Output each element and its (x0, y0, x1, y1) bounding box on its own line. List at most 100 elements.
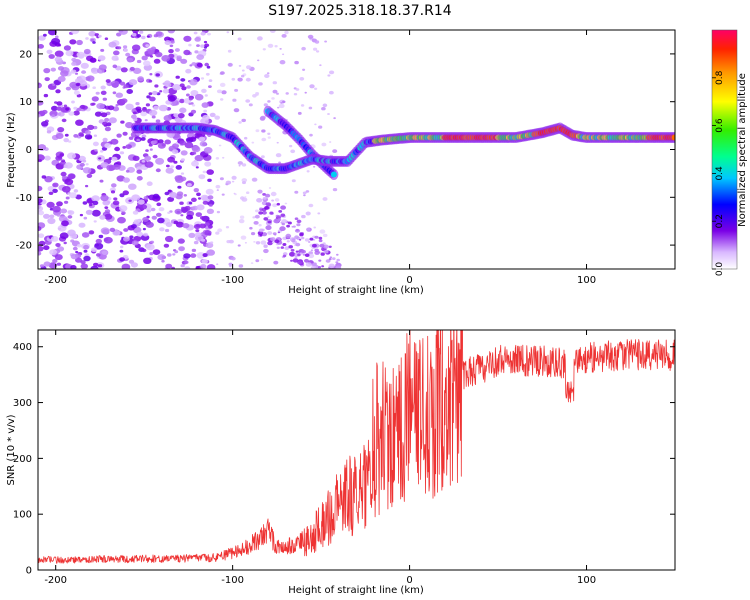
spectrogram-blob (99, 215, 106, 220)
spectrogram-blob (168, 49, 174, 54)
spectrogram-blob (180, 172, 185, 175)
spectrogram-blob (251, 177, 258, 182)
spectrogram-blob (167, 156, 176, 163)
spectrogram-blob (252, 216, 256, 219)
spectrogram-blob (105, 79, 111, 83)
spectrogram-blob (110, 80, 120, 88)
spectrogram-blob (167, 211, 171, 214)
spectrogram-blob (259, 234, 263, 237)
spectrogram-blob (49, 249, 57, 256)
spectrogram-blob (332, 188, 338, 192)
spectrogram-blob (199, 223, 206, 229)
spectrogram-blob (153, 34, 158, 38)
spectrogram-blob (280, 213, 286, 217)
spectrogram-blob (203, 46, 208, 49)
spectrogram-blob (322, 197, 328, 201)
spectrogram-blob (43, 261, 51, 267)
spectrogram-blob (258, 211, 263, 215)
spectrogram-blob (102, 137, 108, 142)
spectrogram-blob (318, 259, 322, 262)
spectrogram-blob (289, 144, 293, 148)
spectrogram-blob (305, 190, 310, 193)
spectrogram-blob (140, 137, 146, 141)
spectrogram-blob (241, 69, 245, 72)
spectrogram-blob (184, 141, 194, 149)
spectrogram-x-tick-label: -200 (44, 275, 67, 286)
spectrogram-blob (228, 262, 233, 266)
spectrogram-blob (304, 253, 310, 257)
spectrogram-blob (177, 113, 185, 119)
spectrogram-blob (282, 53, 285, 56)
spectrogram-blob (94, 33, 100, 37)
spectrogram-blob (262, 48, 266, 51)
spectrogram-blob (323, 250, 329, 254)
snr-panel: -200 -100 0 100 0 100 200 300 400 Height of str… (6, 329, 676, 596)
spectrogram-blob (164, 139, 171, 145)
spectrogram-blob (111, 55, 119, 61)
spectrogram-blob (58, 215, 68, 222)
spectrogram-blob (80, 133, 85, 137)
spectrogram-blob (94, 242, 104, 250)
spectrogram-blob (217, 228, 223, 233)
spectrogram-blob (38, 198, 43, 204)
spectrogram-blob (151, 215, 157, 220)
spectrogram-blob (191, 160, 199, 167)
spectrogram-blob (145, 221, 154, 228)
spectrogram-blob (121, 211, 126, 215)
spectrogram-blob (320, 252, 325, 256)
spectrogram-blob (314, 87, 318, 91)
spectrogram-blob (310, 249, 314, 252)
spectrogram-blob (153, 58, 161, 64)
spectrogram-blob (287, 221, 292, 225)
spectrogram-blob (104, 206, 109, 210)
spectrogram-blob (193, 224, 201, 230)
spectrogram-blob (203, 147, 213, 154)
spectrogram-blob (73, 90, 80, 95)
track-point (330, 171, 337, 178)
spectrogram-blob (244, 196, 247, 198)
spectrogram-blob (57, 66, 65, 71)
spectrogram-blob (70, 265, 77, 269)
spectrogram-blob (312, 262, 317, 266)
spectrogram-blob (173, 220, 179, 225)
spectrogram-blob (83, 244, 90, 250)
spectrogram-blob (260, 259, 263, 261)
spectrogram-blob (267, 43, 274, 48)
spectrogram-blob (205, 72, 210, 76)
spectrogram-blob (68, 192, 77, 199)
spectrogram-blob (262, 196, 267, 200)
spectrogram-blob (59, 232, 69, 239)
spectrogram-blob (136, 176, 143, 181)
spectrogram-blob (198, 136, 206, 142)
spectrogram-blob (112, 91, 117, 95)
spectrogram-blob (227, 49, 232, 53)
spectrogram-blob (123, 236, 130, 242)
spectrogram-blob (119, 249, 124, 253)
spectrogram-blob (80, 62, 89, 69)
spectrogram-blob (314, 235, 319, 239)
spectrogram-blob (202, 200, 209, 205)
spectrogram-blob (329, 277, 334, 281)
spectrogram-blob (173, 113, 180, 118)
spectrogram-blob (258, 228, 264, 233)
track-point (671, 134, 675, 141)
spectrogram-blob (240, 235, 247, 240)
spectrogram-x-tick-label: -100 (221, 275, 244, 286)
spectrogram-blob (238, 64, 242, 67)
colorbar-tick-label: 0.2 (715, 214, 725, 228)
chart-title: S197.2025.318.18.37.R14 (268, 3, 451, 19)
spectrogram-blob (188, 232, 196, 238)
spectrogram-blob (238, 121, 242, 124)
spectrogram-blob (75, 194, 82, 200)
spectrogram-blob (115, 104, 119, 107)
snr-y-tick-label: 200 (13, 454, 32, 465)
spectrogram-x-tick-label: 100 (577, 275, 596, 286)
spectrogram-blob (182, 223, 190, 229)
spectrogram-blob (253, 241, 256, 243)
spectrogram-blob (146, 181, 153, 186)
spectrogram-y-tick-label: 0 (26, 145, 32, 156)
spectrogram-blob (245, 77, 251, 82)
spectrogram-blob (44, 176, 53, 183)
spectrogram-blob (264, 206, 270, 210)
